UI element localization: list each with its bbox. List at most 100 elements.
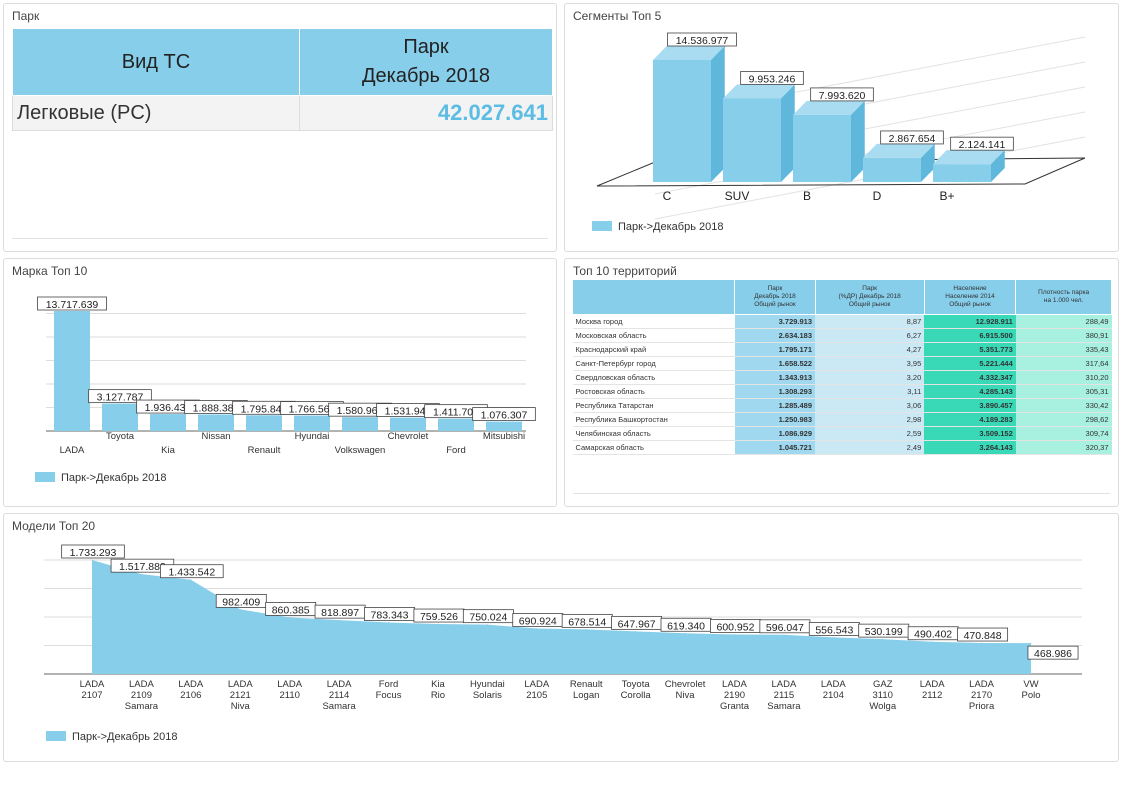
territories-cell: 4.332.347: [924, 370, 1016, 385]
models-point-label: 818.897: [321, 607, 359, 619]
table-row: Челябинская область 1.086.929 2,59 3.509.15…: [572, 426, 1112, 441]
brands-bar-label: 3.127.787: [97, 392, 144, 404]
segments-bar-side: [781, 84, 795, 182]
territories-header-cell: Плотность парка на 1.000 чел.: [1015, 279, 1112, 315]
brands-bar: [294, 415, 330, 431]
models-point-label: 982.409: [222, 596, 260, 608]
models-category-label: Samara: [767, 701, 801, 712]
models-point-label: 490.402: [914, 629, 952, 641]
models-point-label: 556.543: [815, 624, 853, 636]
brands-legend-swatch: [35, 472, 55, 482]
brands-bar: [390, 417, 426, 431]
territories-header-cell: Парк Декабрь 2018 Общий рынок: [734, 279, 816, 315]
models-point-label: 860.385: [272, 604, 310, 616]
segments-category-label: B: [803, 189, 811, 203]
models-point: [190, 579, 192, 581]
territories-cell: 310,20: [1015, 370, 1112, 385]
models-category-label: 2121: [230, 690, 251, 701]
territories-header-cell: Парк (%ДР) Декабрь 2018 Общий рынок: [814, 279, 925, 315]
models-point-label: 470.848: [964, 630, 1002, 642]
territories-cell: 1.285.489: [734, 398, 816, 413]
brands-title: Марка Топ 10: [12, 264, 88, 278]
models-category-label: 2104: [823, 690, 844, 701]
segments-bar-top: [653, 46, 725, 60]
territories-cell: Республика Башкортостан: [572, 412, 735, 427]
territories-cell: 3.729.913: [734, 314, 816, 329]
territories-cell: 2,59: [815, 426, 925, 441]
segments-bar: [933, 164, 991, 182]
brands-bar-label-box: [37, 296, 107, 311]
brands-bar-label: 1.531.942: [385, 406, 432, 418]
territories-header-cell: [571, 279, 736, 315]
models-point: [388, 621, 390, 623]
segments-bar-top: [723, 84, 795, 99]
models-category-label: LADA: [228, 679, 253, 690]
territories-cell: Санкт-Петербург город: [572, 356, 735, 371]
models-category-label: Ford: [379, 679, 399, 690]
territories-cell: 1.343.913: [734, 370, 816, 385]
territories-cell: Ростовская область: [572, 384, 735, 399]
models-point: [437, 623, 439, 625]
models-category-label: Niva: [231, 701, 251, 712]
models-category-label: 2170: [971, 690, 992, 701]
models-legend: Парк->Декабрь 2018: [72, 731, 177, 743]
park-row-label: Легковые (PC): [12, 95, 300, 131]
models-area: [92, 560, 1031, 674]
territories-cell: 3,11: [815, 384, 925, 399]
segments-title: Сегменты Топ 5: [573, 9, 662, 23]
territories-cell: Свердловская область: [572, 370, 735, 385]
models-category-label: Logan: [573, 690, 599, 701]
brands-bar-label: 1.580.967: [337, 405, 384, 417]
territories-cell: Москва город: [572, 314, 735, 329]
territories-cell: 330,42: [1015, 398, 1112, 413]
segments-chart: 14.536.977 C 9.953.246 SUV 7.993.620 B 2.867.6…: [592, 32, 1086, 233]
models-point-label-box: [215, 593, 267, 608]
brands-category-label: Nissan: [201, 431, 230, 442]
models-point-label: 783.343: [371, 609, 409, 621]
territories-cell: 6,27: [815, 328, 925, 343]
brands-bar: [246, 415, 282, 431]
brands-bar-label: 1.411.706: [433, 407, 479, 419]
models-category-label: 2115: [774, 690, 794, 701]
brands-bar: [102, 403, 138, 431]
models-category-label: LADA: [920, 679, 945, 690]
models-category-label: VW: [1023, 679, 1038, 690]
segments-panel: Сегменты Топ 5 14.536.977 C 9.953.246 SUV 7.…: [564, 3, 1119, 252]
territories-cell: 288,49: [1015, 314, 1112, 329]
models-category-label: LADA: [524, 679, 549, 690]
models-category-label: Samara: [322, 701, 356, 712]
models-point: [338, 619, 340, 621]
models-legend-swatch: [46, 731, 66, 741]
models-point: [882, 638, 884, 640]
territories-cell: 317,64: [1015, 356, 1112, 371]
segments-bar-side: [991, 150, 1005, 182]
brands-bar: [198, 414, 234, 431]
brands-bar-label: 1.766.563: [289, 404, 336, 416]
brands-category-label: Kia: [161, 445, 175, 456]
territories-header-row: Парк Декабрь 2018 Общий рынок Парк (%ДР) Дек…: [571, 279, 1112, 315]
models-category-label: 2110: [279, 690, 299, 701]
territories-panel: Топ 10 территорий Парк Декабрь 2018 Общий …: [564, 258, 1119, 507]
models-category-label: Focus: [376, 690, 402, 701]
brands-bar-label: 1.936.436: [145, 402, 192, 414]
territories-cell: 1.045.721: [734, 440, 816, 455]
models-category-label: LADA: [969, 679, 994, 690]
models-category-label: LADA: [327, 679, 352, 690]
territories-cell: Челябинская область: [572, 426, 735, 441]
segments-bar-side: [851, 100, 865, 182]
models-point: [91, 559, 93, 561]
park-col-value-line1: Парк: [403, 36, 449, 58]
segments-bar-side: [921, 143, 935, 182]
models-category-label: 2106: [180, 690, 201, 701]
segments-floor: [596, 157, 1086, 187]
models-point-label: 1.517.882: [119, 561, 166, 573]
models-point: [733, 633, 735, 635]
table-row: Москва город 3.729.913 8,87 12.928.911 288,4…: [572, 314, 1112, 329]
table-row: Самарская область 1.045.721 2,49 3.264.143 3…: [572, 440, 1112, 455]
models-point: [684, 632, 686, 634]
models-category-label: Toyota: [622, 679, 651, 690]
brands-bar: [54, 311, 90, 431]
models-category-label: LADA: [80, 679, 105, 690]
models-category-label: LADA: [277, 679, 302, 690]
segments-bar-label-box: [950, 136, 1014, 151]
